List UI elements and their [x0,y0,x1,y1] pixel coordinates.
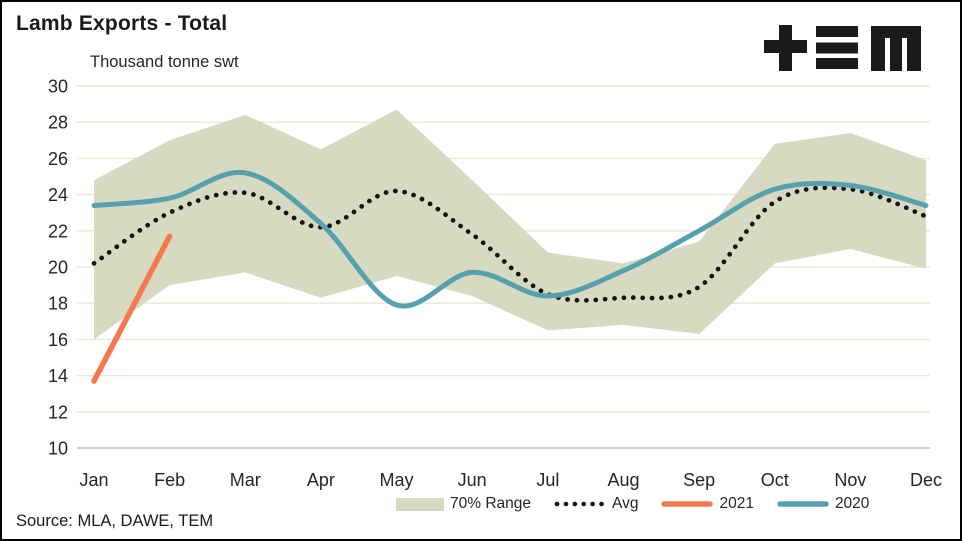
tem-logo-icon [764,25,921,71]
x-axis-month-label: May [380,470,414,490]
line-2021-swatch-icon [661,500,714,508]
y-axis-tick-label: 26 [48,149,68,169]
x-axis-month-label: Dec [910,470,942,490]
page-title: Lamb Exports - Total [16,12,228,35]
source-note: Source: MLA, DAWE, TEM [16,512,214,530]
range-band-swatch-icon [396,497,444,511]
legend-item-avg: Avg [554,495,638,513]
y-axis-tick-label: 22 [48,221,68,241]
legend-item-2020: 2020 [777,495,869,513]
y-axis-tick-label: 18 [48,294,68,314]
x-axis-month-label: Mar [230,470,261,490]
legend-item-range: 70% Range [396,495,531,513]
y-axis-tick-label: 20 [48,258,68,278]
legend-label-avg: Avg [612,495,639,512]
legend-label-range: 70% Range [450,495,532,512]
x-axis-month-label: Oct [761,470,789,490]
chart-units-label: Thousand tonne swt [90,53,239,71]
x-axis-month-label: Jan [79,470,108,490]
y-axis-tick-label: 16 [48,330,68,350]
avg-dotted-line-swatch-icon [554,500,606,508]
line-2020 [91,169,929,309]
x-axis-month-label: Nov [834,470,866,490]
line-2021 [91,233,173,384]
avg-line [91,185,929,303]
y-axis-tick-label: 12 [48,402,68,422]
x-axis-month-label: Apr [307,470,335,490]
y-axis-tick-label: 24 [48,185,68,205]
line-2020-swatch-icon [777,500,829,508]
x-axis-month-label: Jul [536,470,559,490]
y-axis-tick-label: 28 [48,113,68,133]
y-axis-tick-label: 14 [48,366,68,386]
x-axis-month-label: Aug [607,470,639,490]
x-axis-month-label: Jun [458,470,487,490]
range-band-area [94,109,927,340]
legend-label-2021: 2021 [719,495,754,512]
x-axis-month-label: Feb [154,470,185,490]
chart-legend: 70% Range Avg 2021 2020 [396,495,869,513]
y-axis-tick-label: 30 [48,77,68,97]
x-axis-month-label: Sep [683,470,715,490]
legend-label-2020: 2020 [834,495,870,512]
legend-item-2021: 2021 [661,495,754,513]
y-axis-tick-label: 10 [48,439,68,459]
